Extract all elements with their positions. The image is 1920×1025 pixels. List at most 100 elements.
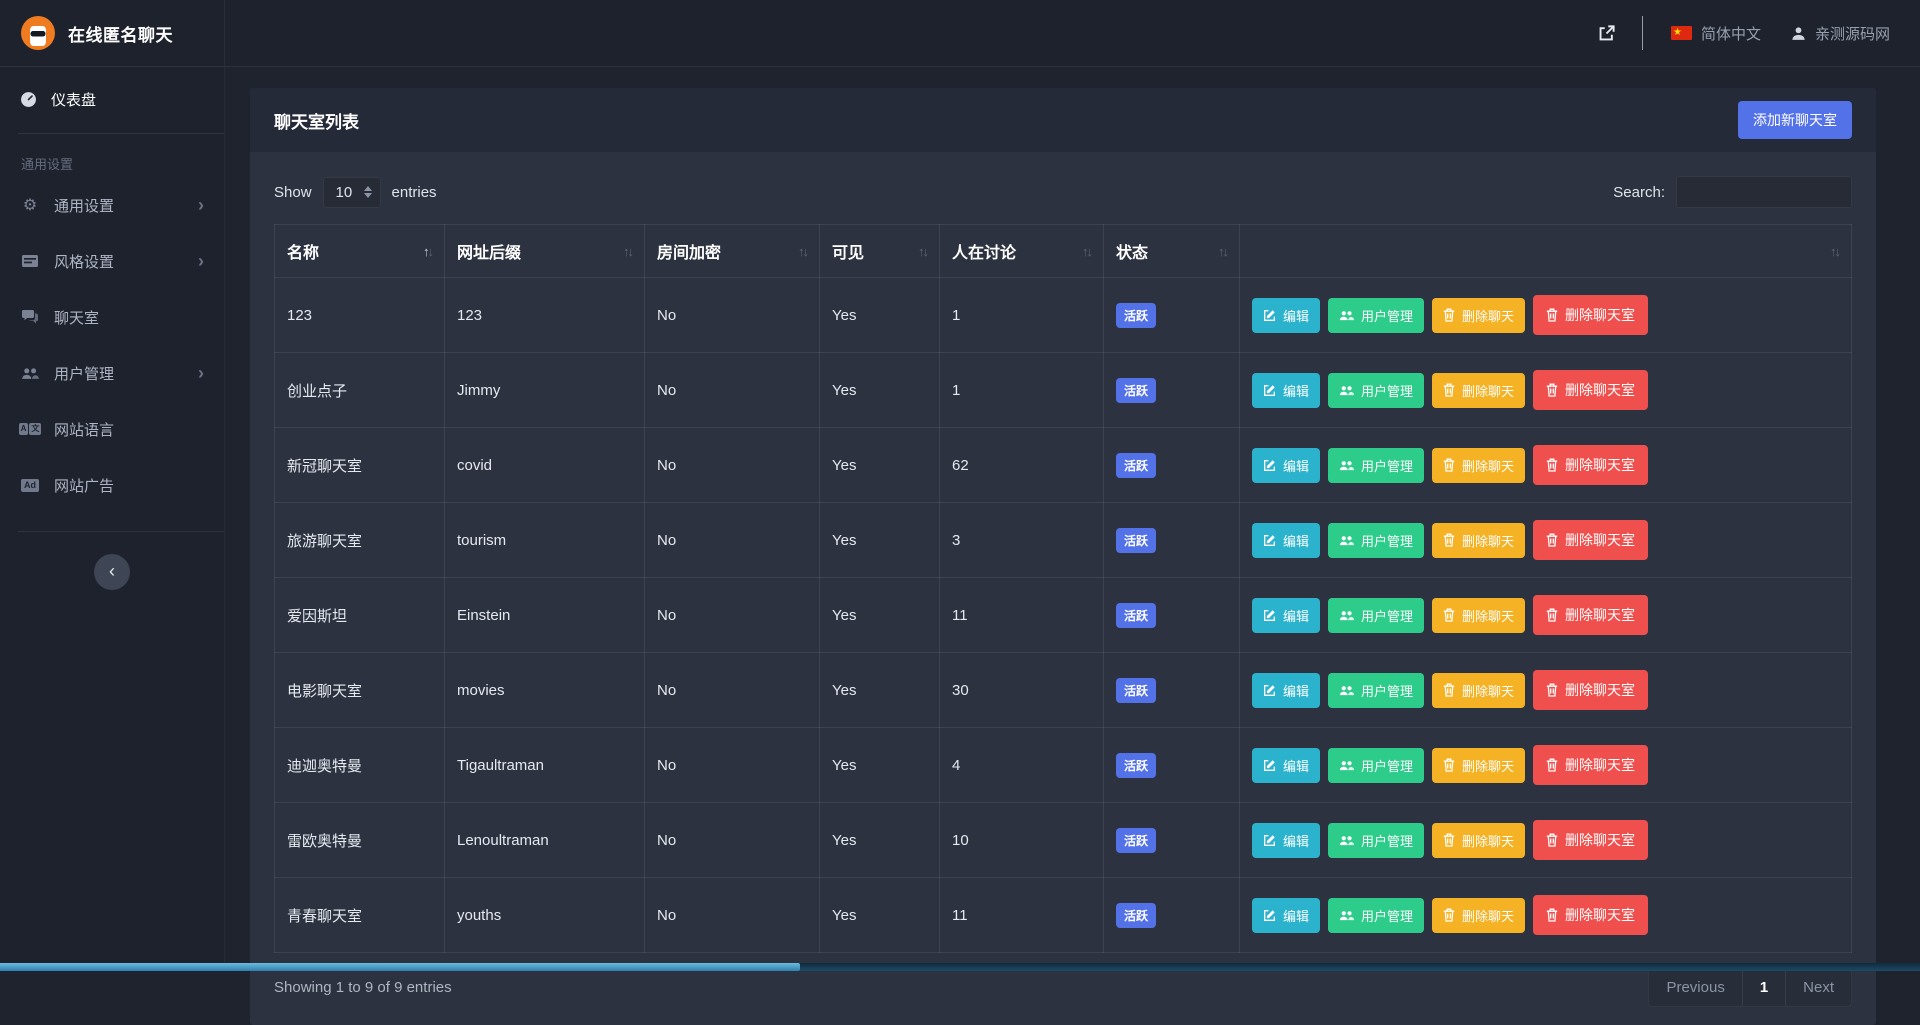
column-header-suffix[interactable]: 网址后缀 ↑↓ xyxy=(444,224,645,278)
table-row: 123 123 No Yes 1 活跃 编辑 用户管理 删除聊天 删除聊天室 xyxy=(274,277,1852,353)
add-chatroom-button[interactable]: 添加新聊天室 xyxy=(1738,101,1852,139)
column-header-discussing[interactable]: 人在讨论 ↑↓ xyxy=(939,224,1104,278)
sidebar-item-dashboard[interactable]: 仪表盘 xyxy=(0,75,224,123)
trash-icon xyxy=(1443,458,1455,472)
column-header-encrypted[interactable]: 房间加密 ↑↓ xyxy=(644,224,820,278)
cell-encrypted: No xyxy=(644,652,820,728)
del-chat-button[interactable]: 删除聊天 xyxy=(1432,297,1526,333)
sidebar-collapse-button[interactable]: ‹ xyxy=(94,554,130,590)
users-button[interactable]: 用户管理 xyxy=(1328,522,1425,558)
cell-discussing: 4 xyxy=(939,727,1104,803)
column-header-status[interactable]: 状态 ↑↓ xyxy=(1103,224,1240,278)
user-icon xyxy=(1791,26,1806,41)
edit-icon xyxy=(1263,534,1276,547)
edit-button[interactable]: 编辑 xyxy=(1252,747,1321,783)
del-room-button[interactable]: 删除聊天室 xyxy=(1533,670,1649,710)
sidebar-item-label: 聊天室 xyxy=(54,309,100,327)
del-room-button[interactable]: 删除聊天室 xyxy=(1533,895,1649,935)
edit-icon xyxy=(1263,684,1276,697)
trash-icon xyxy=(1443,683,1455,697)
button-label: 编辑 xyxy=(1283,383,1310,399)
button-label: 删除聊天 xyxy=(1462,758,1515,774)
external-link-icon[interactable] xyxy=(1597,24,1616,43)
button-label: 编辑 xyxy=(1283,683,1310,699)
sidebar-item-style-settings[interactable]: 风格设置 › xyxy=(0,233,224,289)
column-header-name[interactable]: 名称 ↑↓ xyxy=(274,224,445,278)
cell-discussing: 62 xyxy=(939,427,1104,503)
users-button[interactable]: 用户管理 xyxy=(1328,597,1425,633)
users-icon xyxy=(1339,460,1355,471)
del-room-button[interactable]: 删除聊天室 xyxy=(1533,520,1649,560)
del-chat-button[interactable]: 删除聊天 xyxy=(1432,522,1526,558)
users-button[interactable]: 用户管理 xyxy=(1328,822,1425,858)
cell-encrypted: No xyxy=(644,577,820,653)
edit-button[interactable]: 编辑 xyxy=(1252,297,1321,333)
horizontal-scrollbar[interactable] xyxy=(0,963,1920,971)
cell-discussing: 30 xyxy=(939,652,1104,728)
previous-page-button[interactable]: Previous xyxy=(1649,969,1743,1006)
next-page-button[interactable]: Next xyxy=(1803,979,1834,996)
column-header-visible[interactable]: 可见 ↑↓ xyxy=(819,224,940,278)
page-number-button[interactable]: 1 xyxy=(1743,969,1787,1006)
del-room-button[interactable]: 删除聊天室 xyxy=(1533,745,1649,785)
del-room-button[interactable]: 删除聊天室 xyxy=(1533,445,1649,485)
users-button[interactable]: 用户管理 xyxy=(1328,447,1425,483)
table-row: 雷欧奥特曼 Lenoultraman No Yes 10 活跃 编辑 用户管理 删除… xyxy=(274,802,1852,878)
del-room-button[interactable]: 删除聊天室 xyxy=(1533,370,1649,410)
edit-button[interactable]: 编辑 xyxy=(1252,522,1321,558)
page-size-select[interactable]: 10 xyxy=(322,176,381,208)
status-badge: 活跃 xyxy=(1116,602,1157,628)
user-menu[interactable]: 亲测源码网 xyxy=(1791,23,1890,44)
edit-button[interactable]: 编辑 xyxy=(1252,822,1321,858)
cell-encrypted: No xyxy=(644,277,820,353)
del-chat-button[interactable]: 删除聊天 xyxy=(1432,822,1526,858)
app-logo-icon xyxy=(20,15,56,51)
del-chat-button[interactable]: 删除聊天 xyxy=(1432,672,1526,708)
status-badge: 活跃 xyxy=(1116,677,1157,703)
search-input[interactable] xyxy=(1676,176,1852,208)
cell-status: 活跃 xyxy=(1103,652,1240,728)
status-badge: 活跃 xyxy=(1116,527,1157,553)
button-label: 删除聊天室 xyxy=(1565,832,1636,848)
del-chat-button[interactable]: 删除聊天 xyxy=(1432,897,1526,933)
sidebar-item-site-ads[interactable]: Ad 网站广告 xyxy=(0,457,224,513)
del-room-button[interactable]: 删除聊天室 xyxy=(1533,295,1649,335)
scrollbar-thumb[interactable] xyxy=(0,963,800,971)
users-button[interactable]: 用户管理 xyxy=(1328,372,1425,408)
edit-button[interactable]: 编辑 xyxy=(1252,897,1321,933)
actions-cell: 编辑 用户管理 删除聊天 删除聊天室 xyxy=(1239,502,1852,578)
edit-button[interactable]: 编辑 xyxy=(1252,597,1321,633)
del-chat-button[interactable]: 删除聊天 xyxy=(1432,372,1526,408)
del-chat-button[interactable]: 删除聊天 xyxy=(1432,447,1526,483)
users-button[interactable]: 用户管理 xyxy=(1328,297,1425,333)
chevron-right-icon: › xyxy=(198,363,204,383)
del-chat-button[interactable]: 删除聊天 xyxy=(1432,597,1526,633)
language-switcher[interactable]: ★ 简体中文 xyxy=(1670,23,1761,44)
users-button[interactable]: 用户管理 xyxy=(1328,897,1425,933)
users-icon xyxy=(1339,310,1355,321)
column-header-actions[interactable]: ↑↓ xyxy=(1239,224,1852,278)
users-button[interactable]: 用户管理 xyxy=(1328,672,1425,708)
edit-button[interactable]: 编辑 xyxy=(1252,447,1321,483)
trash-icon xyxy=(1546,683,1558,697)
sidebar-item-chatrooms[interactable]: 聊天室 xyxy=(0,289,224,345)
button-label: 删除聊天室 xyxy=(1565,682,1636,698)
users-button[interactable]: 用户管理 xyxy=(1328,747,1425,783)
del-room-button[interactable]: 删除聊天室 xyxy=(1533,595,1649,635)
cell-name: 迪迦奥特曼 xyxy=(274,727,445,803)
sidebar-item-general-settings[interactable]: ⚙ 通用设置 › xyxy=(0,177,224,233)
sort-icon: ↑↓ xyxy=(798,243,809,259)
edit-button[interactable]: 编辑 xyxy=(1252,672,1321,708)
chatroom-table-body: 123 123 No Yes 1 活跃 编辑 用户管理 删除聊天 删除聊天室 创业点子… xyxy=(274,277,1852,953)
sidebar-item-user-management[interactable]: 用户管理 › xyxy=(0,345,224,401)
del-room-button[interactable]: 删除聊天室 xyxy=(1533,820,1649,860)
button-label: 编辑 xyxy=(1283,608,1310,624)
trash-icon xyxy=(1443,608,1455,622)
del-chat-button[interactable]: 删除聊天 xyxy=(1432,747,1526,783)
brand[interactable]: 在线匿名聊天 xyxy=(0,0,225,66)
table-row: 爱因斯坦 Einstein No Yes 11 活跃 编辑 用户管理 删除聊天 删除聊… xyxy=(274,577,1852,653)
button-label: 删除聊天室 xyxy=(1565,757,1636,773)
button-label: 删除聊天 xyxy=(1462,533,1515,549)
edit-button[interactable]: 编辑 xyxy=(1252,372,1321,408)
